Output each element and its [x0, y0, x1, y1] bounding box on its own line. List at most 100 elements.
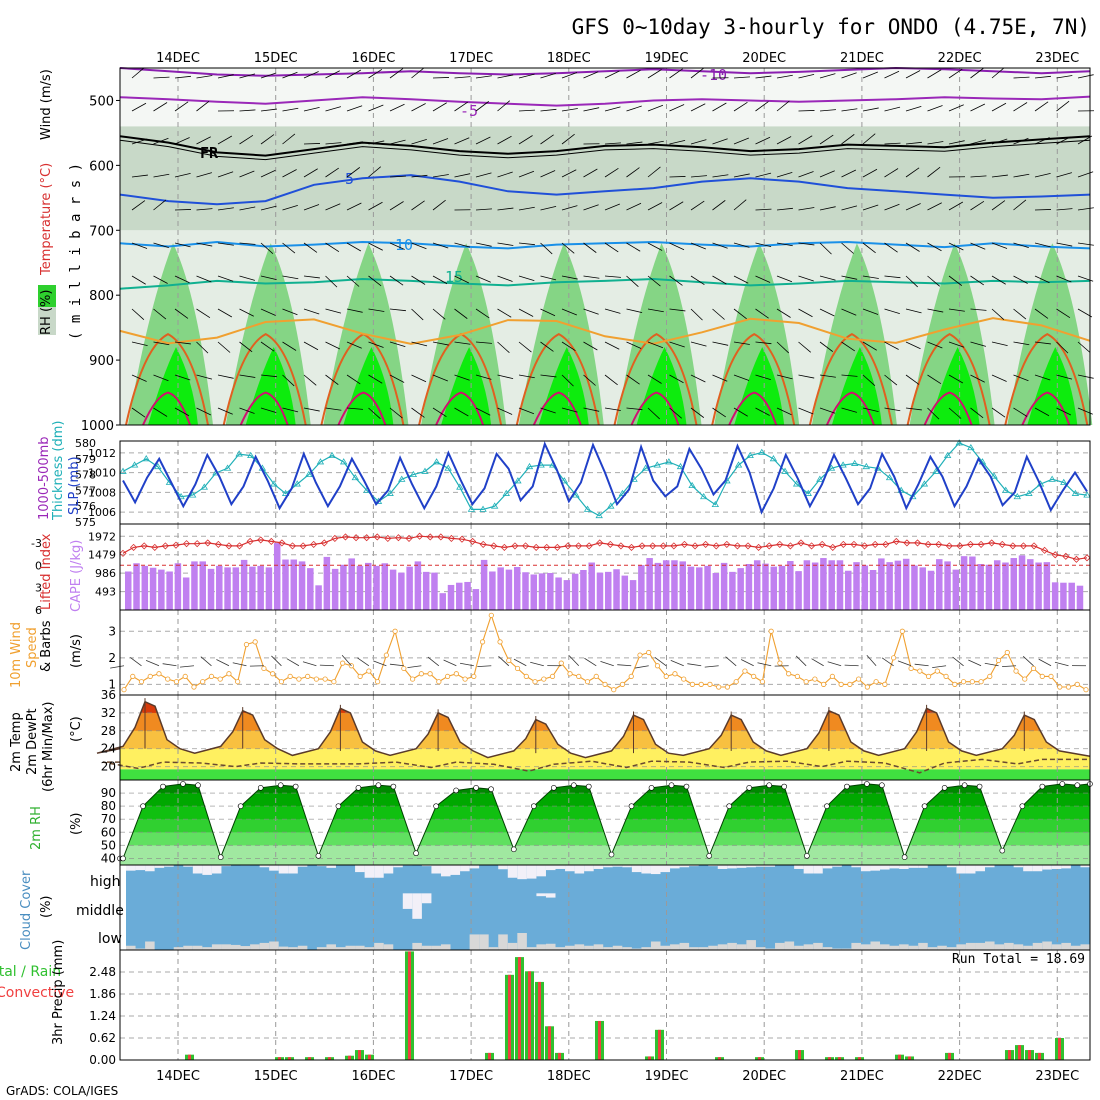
wind10-marker	[261, 665, 267, 672]
cloud-low-bar	[937, 945, 947, 950]
cloud-high-gap	[440, 865, 451, 877]
thickness-marker	[456, 483, 464, 490]
rh-plume-core	[538, 347, 589, 425]
wind10-marker	[541, 676, 547, 682]
wind10-marker	[646, 649, 652, 656]
wind10-tick-label: 1	[108, 677, 116, 691]
cloud-high-gap	[545, 865, 556, 871]
wind10-label-3: & Barbs	[39, 620, 54, 672]
wind-barb	[174, 75, 191, 79]
cape-bar	[282, 559, 289, 610]
thickness-marker	[490, 502, 499, 509]
wind-barb	[862, 71, 878, 79]
rh2m-marker	[375, 782, 382, 789]
wind-barb	[712, 308, 725, 320]
wind-barb	[389, 407, 403, 419]
cape-bar	[456, 582, 463, 610]
wind-barb	[389, 242, 405, 250]
cape-bar	[1018, 555, 1026, 610]
li-marker	[702, 540, 710, 548]
cloud-high-gap	[736, 865, 747, 868]
date-tick-bottom-23DEC: 23DEC	[1035, 1069, 1079, 1084]
rh2m-marker	[901, 854, 908, 860]
precip-conv-bar	[898, 1054, 901, 1060]
wind-barb	[841, 134, 855, 145]
cape-bar	[720, 562, 728, 610]
precip-conv-bar	[548, 1026, 551, 1060]
cape-tick-label: 1972	[88, 530, 116, 543]
rh2m-tick-label: 60	[101, 825, 116, 839]
wind-barb	[927, 105, 943, 112]
cape-bar	[629, 580, 637, 610]
li-tick-label: 6	[35, 604, 42, 617]
wind10-marker	[1039, 673, 1045, 680]
precip-conv-bar	[368, 1054, 371, 1060]
cloud-high-gap	[450, 865, 461, 875]
precip-conv-bar	[188, 1054, 191, 1060]
cape-bar	[290, 559, 298, 610]
wind-barb	[217, 171, 234, 178]
cape-bar	[323, 556, 331, 610]
wind-barb	[733, 76, 750, 79]
cloud-low-bar	[1032, 942, 1043, 950]
wind-barb	[626, 141, 643, 145]
wind10-marker	[934, 668, 940, 674]
wind10-marker	[628, 673, 634, 680]
rh2m-marker	[237, 803, 244, 809]
precip-conv-bar	[288, 1057, 291, 1060]
wind-barb	[991, 242, 1008, 249]
panel-frame-precip	[119, 949, 1091, 1061]
li-marker	[204, 539, 212, 547]
isotherm-25	[711, 332, 796, 426]
rh2m-marker	[961, 782, 968, 789]
wind-barb	[561, 72, 578, 79]
date-tick-top-22DEC: 22DEC	[938, 51, 982, 66]
cape-bar	[646, 558, 653, 610]
wind-barb	[733, 341, 750, 345]
wind-barb	[389, 175, 406, 178]
cape-bar	[315, 585, 322, 610]
wind10-marker	[733, 679, 739, 685]
isotherm-30	[1021, 391, 1071, 426]
cape-bar	[729, 571, 736, 610]
thickness-marker	[1083, 491, 1091, 498]
cloud-high-gap	[135, 865, 146, 871]
wind-barb	[948, 407, 962, 419]
wind-barb	[970, 275, 984, 286]
cloud-low-bar	[717, 944, 728, 950]
cloud-low-bar	[230, 944, 241, 950]
cape-bar	[141, 565, 149, 610]
wind-barb	[948, 308, 965, 312]
cloud-high-gap	[145, 865, 155, 872]
wind-barb	[970, 242, 986, 250]
wind-barb	[497, 275, 513, 282]
cloud-low-bar	[1042, 941, 1052, 950]
rh-plume-core	[831, 347, 882, 425]
wind10-barb	[1002, 665, 1017, 668]
thickness-marker	[572, 491, 580, 498]
wind-barb	[970, 374, 985, 383]
rh2m-marker	[766, 782, 773, 789]
wind-barb	[325, 242, 340, 253]
thickness-marker	[119, 467, 127, 474]
wind-barb	[948, 275, 963, 286]
wind10-marker	[462, 676, 468, 682]
wind10-barb	[145, 660, 160, 667]
wind10-marker	[864, 684, 870, 690]
wind-barb	[368, 140, 385, 145]
cape-bar	[522, 572, 529, 610]
wind-barb	[1056, 308, 1071, 319]
wind-barb	[518, 206, 535, 211]
cloud-high-gap	[574, 865, 585, 874]
wind-barb	[841, 308, 857, 316]
wind10-barb	[811, 658, 824, 667]
wind-barb	[755, 136, 771, 145]
wind10-marker	[383, 652, 389, 658]
cloud-high-gap	[899, 865, 909, 869]
wind-barb	[991, 341, 1008, 346]
wind10-marker	[724, 684, 731, 690]
rh2m-marker	[683, 783, 690, 790]
cloud-high-gap	[507, 865, 518, 878]
wind10-barb	[232, 662, 247, 667]
wind-barb	[540, 308, 556, 317]
